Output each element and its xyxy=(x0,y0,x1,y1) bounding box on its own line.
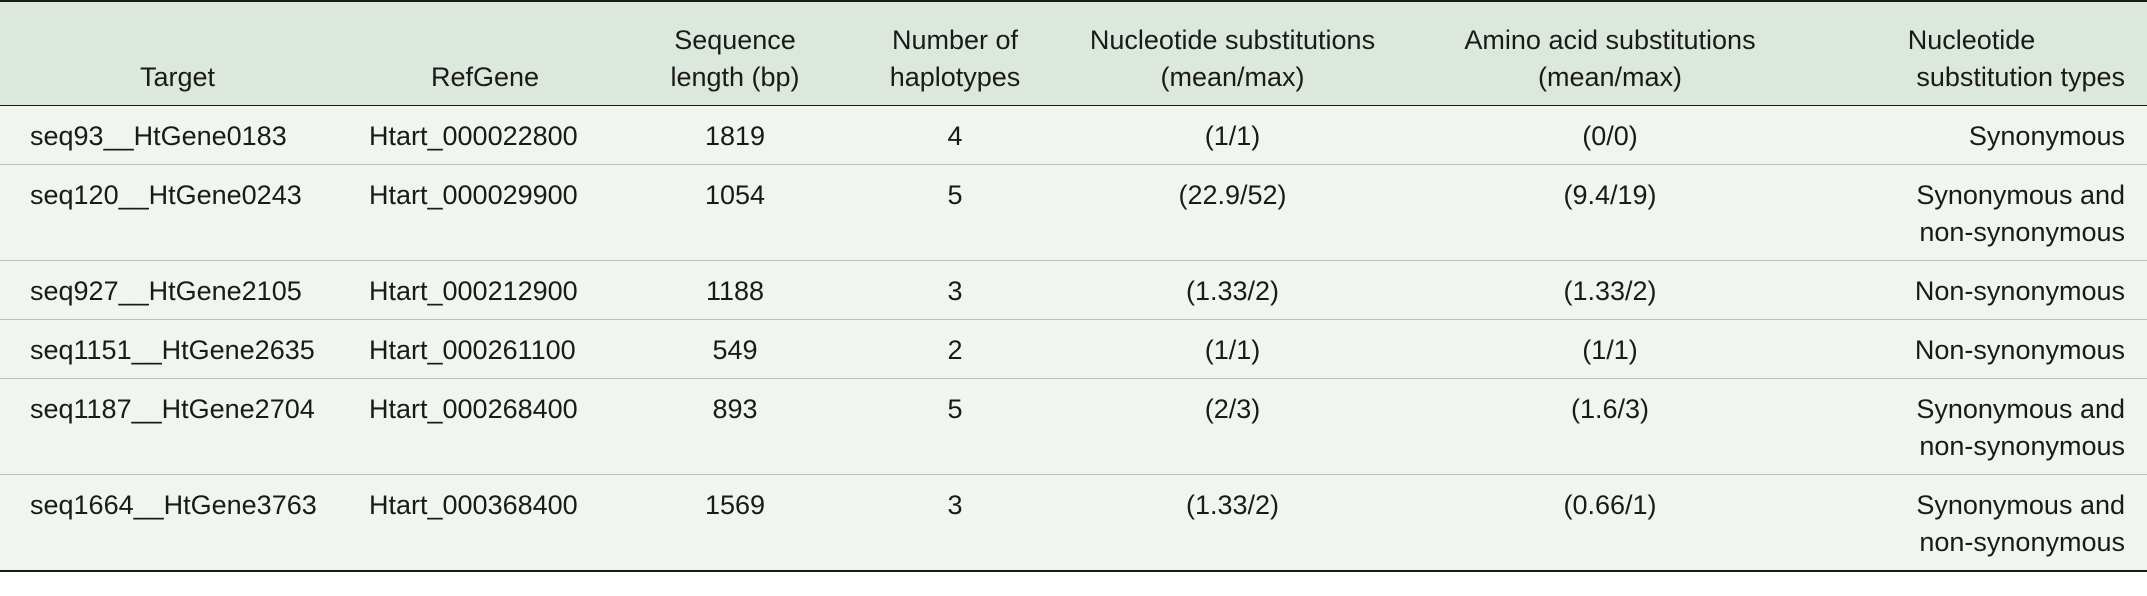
cell-nucleotide-substitutions: (2/3) xyxy=(1055,378,1410,475)
table-row: seq93__HtGene0183 Htart_000022800 1819 4 (1/… xyxy=(0,105,2147,165)
cell-sequence-length: 893 xyxy=(615,378,855,475)
table-body: seq93__HtGene0183 Htart_000022800 1819 4 (1/… xyxy=(0,105,2147,572)
cell-substitution-types: Synonymous and non-synonymous xyxy=(1810,378,2147,475)
table-row: seq120__HtGene0243 Htart_000029900 1054 5 (2… xyxy=(0,164,2147,261)
cell-substitution-types: Synonymous xyxy=(1810,105,2147,165)
cell-haplotypes: 5 xyxy=(855,378,1055,475)
header-amino-acid-substitutions: Amino acid substitutions (mean/max) xyxy=(1410,0,1810,106)
cell-target: seq927__HtGene2105 xyxy=(0,260,355,320)
cell-haplotypes: 3 xyxy=(855,474,1055,572)
cell-amino-acid-substitutions: (1/1) xyxy=(1410,319,1810,379)
table-header-row: Target RefGene Sequence length (bp) Numb… xyxy=(0,0,2147,106)
header-haplotypes: Number of haplotypes xyxy=(855,0,1055,106)
cell-haplotypes: 2 xyxy=(855,319,1055,379)
cell-amino-acid-substitutions: (1.6/3) xyxy=(1410,378,1810,475)
header-amino-acid-substitutions-line1: Amino acid substitutions xyxy=(1464,25,1756,55)
data-table-container: Target RefGene Sequence length (bp) Numb… xyxy=(0,0,2147,572)
table-row: seq1187__HtGene2704 Htart_000268400 893 5 (2… xyxy=(0,378,2147,475)
cell-target: seq120__HtGene0243 xyxy=(0,164,355,261)
header-target: Target xyxy=(0,0,355,106)
cell-substitution-types-line2: non-synonymous xyxy=(1919,527,2125,557)
cell-sequence-length: 1054 xyxy=(615,164,855,261)
header-haplotypes-line1: Number of xyxy=(891,25,1019,55)
cell-target: seq93__HtGene0183 xyxy=(0,105,355,165)
cell-nucleotide-substitutions: (1.33/2) xyxy=(1055,474,1410,572)
cell-target: seq1151__HtGene2635 xyxy=(0,319,355,379)
cell-substitution-types-line1: Synonymous xyxy=(1968,121,2125,151)
cell-substitution-types-line1: Synonymous and xyxy=(1916,394,2125,424)
header-target-label: Target xyxy=(139,62,216,92)
header-sequence-length: Sequence length (bp) xyxy=(615,0,855,106)
cell-sequence-length: 549 xyxy=(615,319,855,379)
cell-sequence-length: 1819 xyxy=(615,105,855,165)
cell-amino-acid-substitutions: (0.66/1) xyxy=(1410,474,1810,572)
cell-refgene: Htart_000212900 xyxy=(355,260,615,320)
header-substitution-types: Nucleotide substitution types xyxy=(1810,0,2147,106)
cell-substitution-types-line1: Non-synonymous xyxy=(1914,335,2125,365)
table-row: seq927__HtGene2105 Htart_000212900 1188 3 (1… xyxy=(0,260,2147,320)
cell-haplotypes: 4 xyxy=(855,105,1055,165)
cell-substitution-types: Synonymous and non-synonymous xyxy=(1810,164,2147,261)
header-refgene-label: RefGene xyxy=(430,62,540,92)
cell-amino-acid-substitutions: (0/0) xyxy=(1410,105,1810,165)
cell-amino-acid-substitutions: (1.33/2) xyxy=(1410,260,1810,320)
header-substitution-types-line2: substitution types xyxy=(1916,62,2125,92)
haplotype-substitution-table: Target RefGene Sequence length (bp) Numb… xyxy=(0,0,2147,572)
cell-substitution-types-line2: non-synonymous xyxy=(1919,431,2125,461)
cell-refgene: Htart_000029900 xyxy=(355,164,615,261)
cell-refgene: Htart_000261100 xyxy=(355,319,615,379)
header-refgene: RefGene xyxy=(355,0,615,106)
cell-refgene: Htart_000022800 xyxy=(355,105,615,165)
cell-substitution-types-line1: Synonymous and xyxy=(1916,180,2125,210)
table-row: seq1664__HtGene3763 Htart_000368400 1569 3(… xyxy=(0,474,2147,572)
cell-refgene: Htart_000268400 xyxy=(355,378,615,475)
cell-haplotypes: 3 xyxy=(855,260,1055,320)
header-sequence-length-line2: length (bp) xyxy=(670,62,800,92)
cell-nucleotide-substitutions: (1/1) xyxy=(1055,319,1410,379)
cell-sequence-length: 1569 xyxy=(615,474,855,572)
header-nucleotide-substitutions-line2: (mean/max) xyxy=(1160,62,1305,92)
cell-substitution-types: Non-synonymous xyxy=(1810,260,2147,320)
cell-target: seq1187__HtGene2704 xyxy=(0,378,355,475)
cell-substitution-types: Non-synonymous xyxy=(1810,319,2147,379)
header-sequence-length-line1: Sequence xyxy=(674,25,796,55)
header-haplotypes-line2: haplotypes xyxy=(889,62,1021,92)
header-nucleotide-substitutions: Nucleotide substitutions (mean/max) xyxy=(1055,0,1410,106)
header-amino-acid-substitutions-line2: (mean/max) xyxy=(1537,62,1683,92)
cell-substitution-types: Synonymous and non-synonymous xyxy=(1810,474,2147,572)
cell-refgene: Htart_000368400 xyxy=(355,474,615,572)
cell-substitution-types-line1: Non-synonymous xyxy=(1914,276,2125,306)
cell-sequence-length: 1188 xyxy=(615,260,855,320)
cell-nucleotide-substitutions: (1/1) xyxy=(1055,105,1410,165)
cell-substitution-types-line2: non-synonymous xyxy=(1919,217,2125,247)
cell-haplotypes: 5 xyxy=(855,164,1055,261)
cell-nucleotide-substitutions: (1.33/2) xyxy=(1055,260,1410,320)
table-row: seq1151__HtGene2635 Htart_000261100 549 2 (1… xyxy=(0,319,2147,379)
cell-amino-acid-substitutions: (9.4/19) xyxy=(1410,164,1810,261)
header-substitution-types-line1: Nucleotide xyxy=(1907,25,2036,55)
cell-nucleotide-substitutions: (22.9/52) xyxy=(1055,164,1410,261)
cell-target: seq1664__HtGene3763 xyxy=(0,474,355,572)
header-nucleotide-substitutions-line1: Nucleotide substitutions xyxy=(1089,25,1376,55)
cell-substitution-types-line1: Synonymous and xyxy=(1916,490,2125,520)
